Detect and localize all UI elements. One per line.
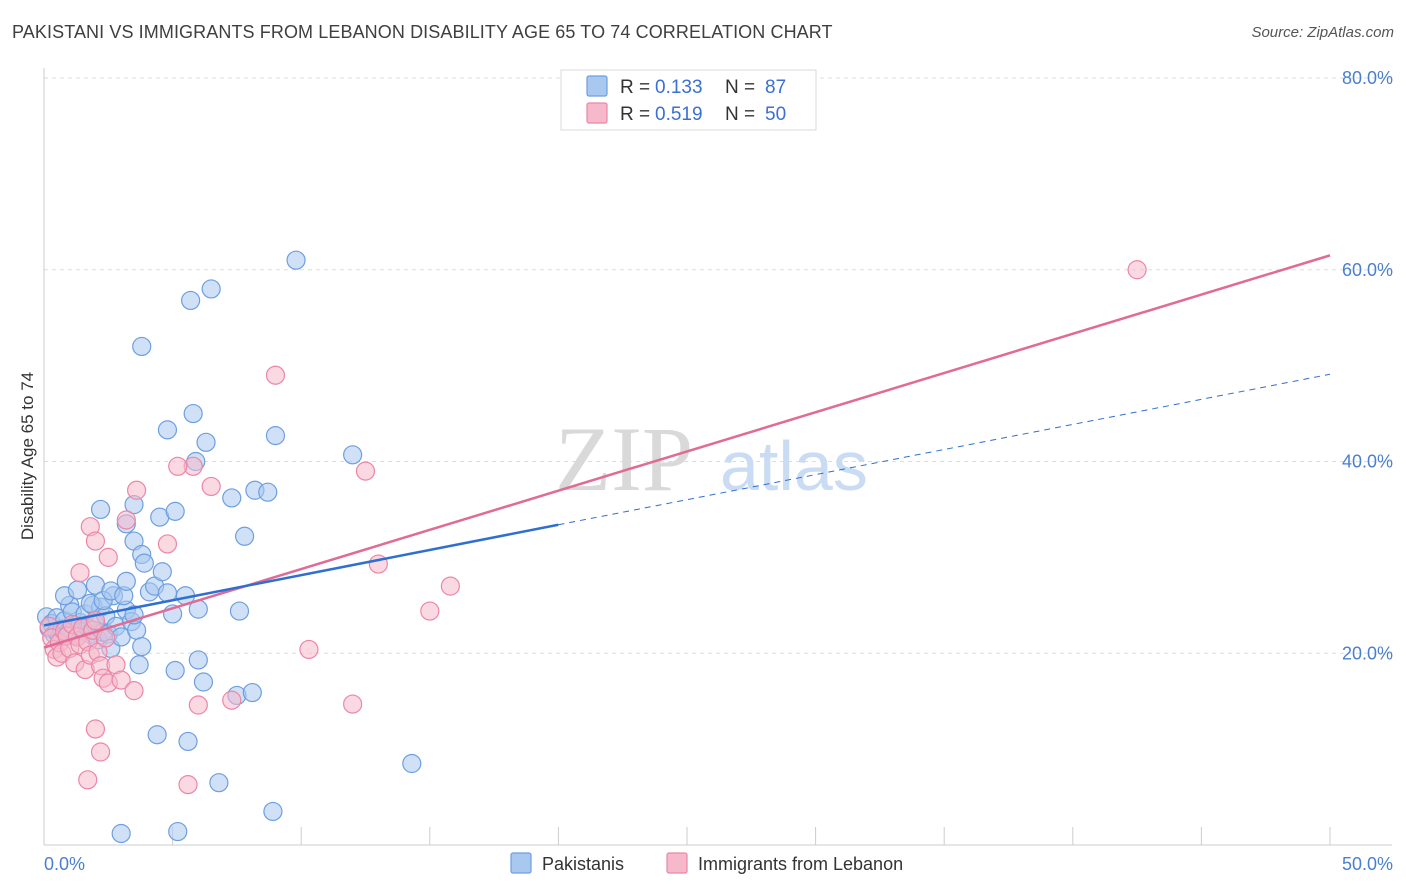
point-pakistanis <box>134 553 154 573</box>
point-pakistanis <box>157 420 178 440</box>
point-pakistanis <box>222 488 242 508</box>
point-pakistanis <box>235 526 255 546</box>
point-lebanon <box>420 601 440 621</box>
point-pakistanis <box>258 482 278 502</box>
watermark-zip: ZIP <box>555 408 693 510</box>
legend-swatch-blue <box>586 75 608 97</box>
point-lebanon <box>355 461 376 481</box>
point-pakistanis <box>90 499 111 520</box>
watermark-atlas: atlas <box>720 427 868 505</box>
point-lebanon <box>168 456 188 476</box>
bottom-legend: Pakistanis Immigrants from Lebanon <box>510 852 903 874</box>
source-credit: Source: ZipAtlas.com <box>1251 24 1394 41</box>
point-pakistanis <box>193 672 214 692</box>
point-lebanon <box>116 510 136 530</box>
watermark: ZIP atlas <box>555 408 868 510</box>
point-pakistanis <box>229 601 250 621</box>
legend-r-value-pink: 0.519 <box>655 104 703 125</box>
legend-n-label-blue: N = <box>725 77 755 98</box>
x-tick-label: 0.0% <box>44 854 85 874</box>
bottom-legend-swatch-lebanon <box>666 852 688 874</box>
point-pakistanis <box>402 753 422 774</box>
legend: R = 0.133 N = 87 R = 0.519 N = 50 <box>560 69 817 131</box>
point-lebanon <box>70 563 90 583</box>
trend-line-pakistanis <box>43 523 559 627</box>
point-pakistanis <box>152 562 172 582</box>
legend-swatch-pink <box>586 102 608 124</box>
point-pakistanis <box>201 279 221 299</box>
point-pakistanis <box>165 501 185 521</box>
point-pakistanis <box>132 336 152 357</box>
point-lebanon <box>440 576 460 596</box>
y-tick-labels: 20.0% 40.0% 60.0% 80.0% <box>1342 68 1393 663</box>
trend-line-lebanon <box>43 254 1331 649</box>
point-lebanon <box>111 670 131 690</box>
point-pakistanis <box>132 636 152 657</box>
bottom-legend-label-lebanon: Immigrants from Lebanon <box>698 854 903 874</box>
axes <box>43 68 1392 846</box>
trend-lines <box>43 254 1331 649</box>
series-immigrants-from-lebanon <box>39 260 1147 795</box>
point-lebanon <box>126 480 147 500</box>
point-lebanon <box>157 534 178 554</box>
point-pakistanis <box>209 773 229 793</box>
point-pakistanis <box>147 725 167 745</box>
point-pakistanis <box>165 660 185 681</box>
gridlines <box>44 77 1392 654</box>
point-pakistanis <box>242 682 262 703</box>
point-lebanon <box>265 365 286 385</box>
legend-r-label-blue: R = <box>620 77 650 98</box>
legend-r-value-blue: 0.133 <box>655 77 703 98</box>
point-lebanon <box>85 719 106 739</box>
point-pakistanis <box>67 580 88 600</box>
point-pakistanis <box>343 445 363 465</box>
point-pakistanis <box>178 731 198 752</box>
y-tick-label: 60.0% <box>1342 260 1393 280</box>
bottom-legend-label-pakistanis: Pakistanis <box>542 854 624 874</box>
x-tick-labels: 0.0% 50.0% <box>44 854 1393 874</box>
point-lebanon <box>78 770 98 790</box>
point-lebanon <box>90 742 111 762</box>
y-tick-label: 80.0% <box>1342 68 1393 88</box>
point-lebanon <box>178 774 198 795</box>
point-pakistanis <box>265 426 286 446</box>
y-tick-label: 20.0% <box>1342 643 1393 663</box>
point-pakistanis <box>129 655 149 675</box>
point-lebanon <box>222 690 242 710</box>
point-pakistanis <box>168 821 188 842</box>
point-lebanon <box>188 695 208 715</box>
legend-n-value-pink: 50 <box>765 104 786 125</box>
point-lebanon <box>343 694 363 714</box>
legend-r-label-pink: R = <box>620 104 650 125</box>
point-pakistanis <box>263 801 283 822</box>
y-axis-label: Disability Age 65 to 74 <box>18 372 37 540</box>
point-pakistanis <box>188 650 208 670</box>
point-pakistanis <box>181 290 201 311</box>
point-lebanon <box>85 531 106 551</box>
chart-title: PAKISTANI VS IMMIGRANTS FROM LEBANON DIS… <box>12 22 833 42</box>
point-pakistanis <box>111 823 131 844</box>
point-pakistanis <box>116 571 136 591</box>
point-pakistanis <box>183 403 203 424</box>
y-tick-label: 40.0% <box>1342 452 1393 472</box>
legend-n-label-pink: N = <box>725 104 755 125</box>
point-lebanon <box>98 547 118 567</box>
point-pakistanis <box>286 250 306 270</box>
point-lebanon <box>124 681 144 701</box>
point-pakistanis <box>196 432 216 452</box>
point-lebanon <box>299 639 319 660</box>
bottom-legend-swatch-pakistanis <box>510 852 532 874</box>
point-lebanon <box>1127 260 1147 280</box>
legend-n-value-blue: 87 <box>765 77 786 98</box>
point-lebanon <box>201 476 221 497</box>
x-tick-label: 50.0% <box>1342 854 1393 874</box>
